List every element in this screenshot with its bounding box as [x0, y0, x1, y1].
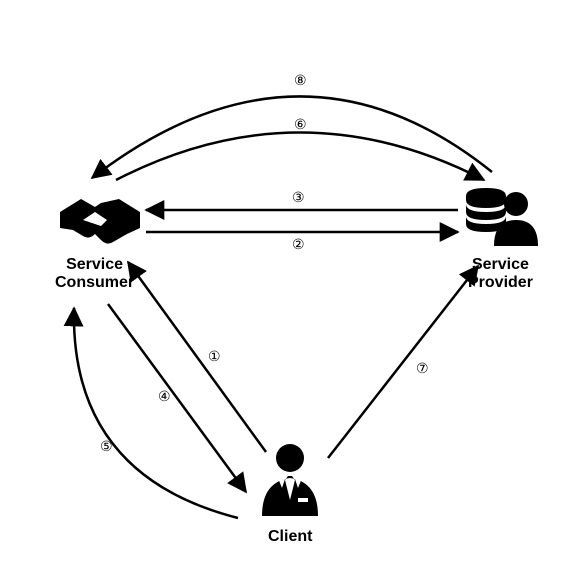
service-provider-label: Service Provider — [468, 256, 533, 292]
service-provider-icon — [466, 188, 538, 246]
diagram-stage: { "diagram": { "type": "network", "width… — [0, 0, 575, 576]
client-label: Client — [268, 528, 312, 546]
edge-label-e6: ⑥ — [294, 116, 307, 133]
service-consumer-label-l1: Service — [66, 256, 123, 273]
service-consumer-label-l2: Consumer — [55, 274, 134, 291]
edge-label-e3: ③ — [292, 189, 305, 206]
edge-label-e4: ④ — [158, 388, 171, 405]
service-provider-label-l1: Service — [472, 256, 529, 273]
edge-label-e5: ⑤ — [100, 438, 113, 455]
service-consumer-label: Service Consumer — [55, 256, 134, 292]
business-person-icon — [262, 444, 318, 516]
edge-label-e1: ① — [208, 348, 221, 365]
edge-label-e8: ⑧ — [294, 72, 307, 89]
service-provider-label-l2: Provider — [468, 274, 533, 291]
edge-label-e2: ② — [292, 236, 305, 253]
edge-label-e7: ⑦ — [416, 360, 429, 377]
handshake-icon — [60, 199, 140, 244]
